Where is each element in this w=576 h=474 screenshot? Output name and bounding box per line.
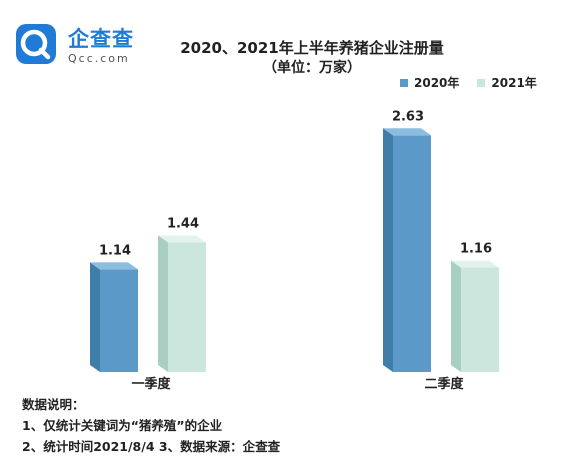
legend-item-2021: 2021年 xyxy=(477,74,537,91)
bar-0-0 xyxy=(100,269,138,372)
bar-top-0-1 xyxy=(158,235,206,243)
brand-name: 企查查 xyxy=(68,27,134,51)
chart-title: 2020、2021年上半年养猪企业注册量 xyxy=(180,39,444,57)
category-label-1: 二季度 xyxy=(424,376,464,392)
category-label-0: 一季度 xyxy=(131,376,171,392)
bar-top-1-1 xyxy=(451,260,499,268)
brand-logo: 企查查 Qcc.com xyxy=(14,20,140,72)
bar-0-1 xyxy=(168,242,206,372)
notes-line-2: 2、统计时间2021/8/4 3、数据来源：企查查 xyxy=(22,439,281,454)
bar-chart: 1.14 1.44 一季度 2.63 1.16 二季度 xyxy=(90,109,499,392)
legend-swatch-2020 xyxy=(400,78,408,87)
notes-line-1: 1、仅统计关键词为“猪养殖”的企业 xyxy=(22,418,223,433)
data-label-0-1: 1.44 xyxy=(167,216,199,231)
bar-1-1 xyxy=(461,267,499,372)
chart-subtitle: （单位：万家） xyxy=(263,60,361,76)
bar-side-0-1 xyxy=(158,235,168,372)
bar-1-0 xyxy=(393,135,431,372)
brand-url: Qcc.com xyxy=(68,52,130,65)
bar-top-0-0 xyxy=(90,262,138,270)
data-label-1-0: 2.63 xyxy=(392,109,424,124)
chart-legend: 2020年 2021年 xyxy=(400,74,537,91)
bar-side-0-0 xyxy=(90,262,100,372)
bar-top-1-0 xyxy=(383,128,431,136)
data-label-1-1: 1.16 xyxy=(460,242,492,257)
legend-item-2020: 2020年 xyxy=(400,74,459,91)
legend-label-2020: 2020年 xyxy=(414,76,460,90)
brand-logo-icon xyxy=(16,24,56,64)
legend-label-2021: 2021年 xyxy=(491,76,537,90)
bar-side-1-0 xyxy=(383,128,393,372)
legend-swatch-2021 xyxy=(477,78,486,87)
data-label-0-0: 1.14 xyxy=(99,243,131,258)
bar-side-1-1 xyxy=(451,260,461,372)
notes-heading: 数据说明： xyxy=(22,397,85,412)
data-notes: 数据说明： 1、仅统计关键词为“猪养殖”的企业 2、统计时间2021/8/4 3… xyxy=(22,394,280,457)
